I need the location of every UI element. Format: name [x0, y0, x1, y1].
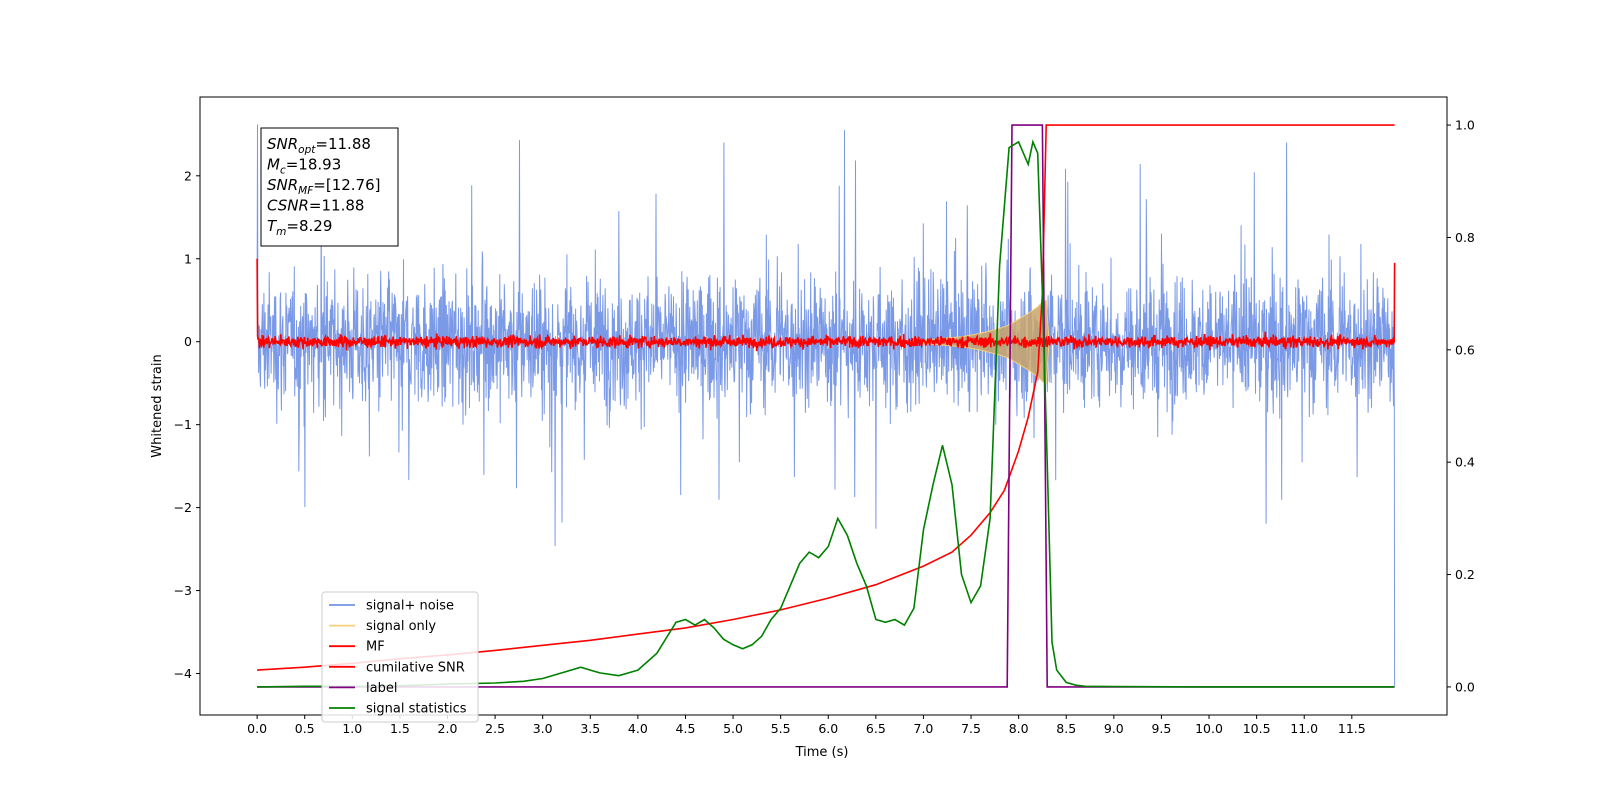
y-tick-label: 2 [184, 168, 192, 183]
series-signal-statistics [257, 139, 1395, 688]
x-tick-label: 1.5 [390, 721, 410, 736]
y-tick-label: −2 [174, 500, 192, 515]
x-tick-label: 6.5 [866, 721, 886, 736]
x-tick-label: 7.5 [961, 721, 981, 736]
x-tick-label: 8.0 [1009, 721, 1029, 736]
x-tick-label: 0.0 [247, 721, 267, 736]
legend-label: signal statistics [366, 702, 467, 717]
legend-label: label [366, 681, 397, 696]
x-axis: 0.0 0.5 1.0 1.5 2.0 2.5 3.0 3.5 4.0 4.5 5.0 5.5 6.0 6… [247, 715, 1366, 736]
legend-label: signal only [366, 619, 436, 634]
info-line: Tm=8.29 [267, 217, 332, 238]
x-tick-label: 4.0 [628, 721, 648, 736]
y2-tick-label: 0.0 [1455, 679, 1475, 694]
y-axis: 2 1 0 −1 −2 −3 −4 [174, 168, 200, 681]
legend-label: signal+ noise [366, 599, 454, 614]
y-tick-label: −1 [174, 417, 192, 432]
x-tick-label: 11.0 [1290, 721, 1318, 736]
x-tick-label: 5.0 [723, 721, 743, 736]
x-tick-label: 9.5 [1151, 721, 1171, 736]
y-tick-label: 0 [184, 334, 192, 349]
x-tick-label: 6.0 [818, 721, 838, 736]
x-axis-label: Time (s) [795, 745, 849, 760]
mf-layer [256, 258, 1396, 352]
x-tick-label: 10.0 [1195, 721, 1223, 736]
legend-frame [321, 591, 479, 723]
y2-tick-label: 0.8 [1455, 230, 1475, 245]
x-tick-label: 5.5 [771, 721, 791, 736]
x-tick-label: 2.5 [485, 721, 505, 736]
y-axis-label: Whitened strain [150, 354, 165, 457]
x-tick-label: 1.0 [342, 721, 362, 736]
x-tick-label: 3.5 [580, 721, 600, 736]
x-tick-label: 0.5 [295, 721, 315, 736]
info-line: CSNR=11.88 [267, 197, 364, 215]
x-tick-label: 9.0 [1104, 721, 1124, 736]
x-tick-label: 10.5 [1243, 721, 1271, 736]
x-tick-label: 8.5 [1056, 721, 1076, 736]
x-tick-label: 4.5 [676, 721, 696, 736]
x-tick-label: 3.0 [533, 721, 553, 736]
x-tick-label: 2.0 [438, 721, 458, 736]
y-tick-label: −4 [174, 666, 192, 681]
legend-label: MF [366, 640, 385, 655]
info-line: SNRMF=[12.76] [267, 176, 381, 197]
y2-axis: 1.0 0.8 0.6 0.4 0.2 0.0 [1447, 118, 1475, 694]
y2-tick-label: 0.6 [1455, 342, 1475, 357]
x-tick-label: 11.5 [1338, 721, 1366, 736]
legend-label: cumilative SNR [366, 660, 465, 675]
info-box-frame [260, 127, 399, 247]
plot-frame [199, 96, 1448, 716]
series-mf [256, 258, 1396, 352]
info-line: Mc=18.93 [267, 156, 341, 177]
y2-tick-label: 1.0 [1455, 118, 1475, 133]
legend: signal+ noise signal only MF cumilative SNR… [321, 591, 479, 723]
y2-tick-label: 0.2 [1455, 567, 1475, 582]
info-line: SNRopt=11.88 [267, 135, 371, 156]
x-tick-label: 7.0 [914, 721, 934, 736]
y2-tick-label: 0.4 [1455, 455, 1475, 470]
info-annotation-box: SNRopt=11.88Mc=18.93SNRMF=[12.76]CSNR=11… [260, 127, 399, 247]
y-tick-label: 1 [184, 251, 192, 266]
y-tick-label: −3 [174, 583, 192, 598]
